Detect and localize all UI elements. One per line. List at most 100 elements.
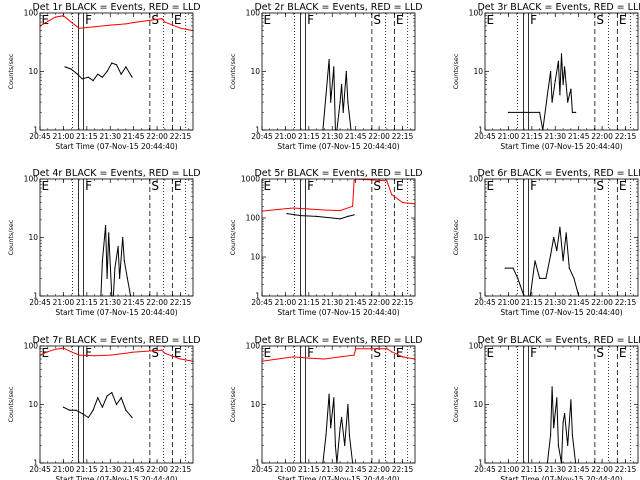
x-tick-label: 21:15 [521, 132, 543, 141]
x-tick-label: 20:45 [29, 298, 51, 307]
marker-letter-S: S [596, 13, 604, 27]
detector-panel-5: Det 5r BLACK = Events, RED = LLD Counts/s… [229, 168, 423, 317]
panel-title: Det 7r BLACK = Events, RED = LLD [32, 335, 200, 346]
series-events-point [517, 277, 519, 279]
panel-title: Det 8r BLACK = Events, RED = LLD [254, 335, 422, 346]
series-events-line [322, 59, 352, 131]
x-tick-label: 21:30 [321, 465, 343, 474]
x-tick-label: 20:45 [474, 298, 496, 307]
y-axis-label: Counts/sec [7, 53, 15, 89]
series-events-point [331, 217, 333, 219]
series-events-point [347, 101, 349, 103]
series-events-point [120, 397, 122, 399]
series-events-point [87, 76, 89, 78]
marker-letter-F: F [85, 13, 92, 27]
marker-letter-E: E [396, 179, 404, 193]
series-events-point [106, 70, 108, 73]
x-tick-label: 21:00 [498, 298, 520, 307]
y-tick-label: 100 [469, 9, 484, 18]
x-tick-label: 22:00 [591, 298, 613, 307]
series-events-point [512, 267, 514, 269]
series-lld-point [55, 16, 57, 18]
x-tick-label: 21:00 [53, 465, 75, 474]
y-axis-label: Counts/sec [229, 53, 237, 89]
x-tick-label: 22:15 [392, 465, 414, 474]
series-lld-point [70, 351, 72, 353]
series-lld-point [277, 208, 279, 211]
marker-letter-F: F [530, 13, 537, 27]
series-events-point [564, 66, 566, 68]
series-events-point [347, 403, 349, 406]
series-events-point [119, 277, 121, 279]
series-lld-point [78, 27, 80, 29]
series-events-point [564, 413, 566, 415]
marker-letter-S: S [596, 179, 604, 193]
x-tick-label: 22:15 [615, 465, 637, 474]
y-axis-label: Counts/sec [7, 386, 15, 422]
series-events-point [557, 60, 560, 62]
x-tick-label: 21:30 [99, 298, 121, 307]
y-tick-label: 10 [28, 67, 38, 76]
series-lld-point [355, 348, 357, 350]
series-events-point [570, 399, 572, 401]
series-lld-point [47, 20, 49, 22]
series-events-point [125, 66, 127, 68]
series-lld-point [308, 208, 310, 210]
x-tick-label: 20:45 [29, 465, 51, 474]
series-events-line [505, 227, 580, 297]
series-events-point [553, 427, 555, 429]
series-events-point [556, 249, 558, 252]
series-events-point [111, 392, 113, 394]
marker-letter-E: E [264, 179, 272, 193]
y-axis-label: Counts/sec [229, 386, 237, 422]
y-tick-label: 10 [473, 67, 483, 76]
series-lld-point [109, 24, 111, 26]
y-axis-label: Counts/sec [452, 53, 460, 89]
series-lld-line [39, 347, 194, 362]
series-events-point [328, 393, 330, 395]
series-lld-point [391, 351, 393, 353]
x-axis-label: Start Time (07-Nov-15 20:44:40) [277, 142, 399, 151]
series-lld-point [308, 357, 310, 359]
series-events-point [554, 80, 556, 82]
x-tick-label: 21:30 [544, 465, 566, 474]
marker-letter-F: F [307, 13, 314, 27]
panel-title: Det 4r BLACK = Events, RED = LLD [32, 168, 200, 179]
x-tick-label: 21:45 [568, 132, 590, 141]
marker-letter-E: E [619, 346, 627, 360]
marker-letter-S: S [373, 179, 381, 193]
plot-frame [484, 345, 639, 464]
series-events-point [101, 260, 103, 262]
x-tick-label: 22:00 [591, 465, 613, 474]
plot-frame [484, 12, 639, 131]
series-lld-point [161, 349, 163, 351]
series-events-point [92, 80, 94, 82]
x-tick-label: 21:00 [275, 465, 297, 474]
series-lld-point [125, 23, 127, 25]
x-tick-label: 20:45 [474, 132, 496, 141]
marker-letter-F: F [307, 179, 314, 193]
marker-letter-S: S [373, 13, 381, 27]
panel-title: Det 6r BLACK = Events, RED = LLD [477, 168, 640, 179]
series-lld-point [62, 15, 64, 17]
marker-letter-F: F [85, 346, 92, 360]
x-tick-label: 21:30 [544, 298, 566, 307]
series-events-point [560, 53, 563, 55]
marker-letter-E: E [619, 13, 627, 27]
series-events-point [534, 260, 536, 262]
x-axis-label: Start Time (07-Nov-15 20:44:40) [277, 308, 399, 317]
y-tick-label: 10 [250, 67, 260, 76]
marker-letter-E: E [487, 13, 495, 27]
y-tick-label: 1 [255, 126, 260, 135]
series-events-point [565, 232, 567, 234]
plot-frame [39, 345, 194, 464]
series-events-point [568, 267, 570, 269]
series-lld-point [161, 18, 163, 20]
series-events-point [523, 111, 525, 113]
series-events-point [105, 225, 107, 227]
series-lld-point [131, 22, 133, 24]
marker-letter-S: S [151, 179, 159, 193]
series-events-point [345, 70, 347, 73]
x-tick-label: 21:30 [99, 132, 121, 141]
